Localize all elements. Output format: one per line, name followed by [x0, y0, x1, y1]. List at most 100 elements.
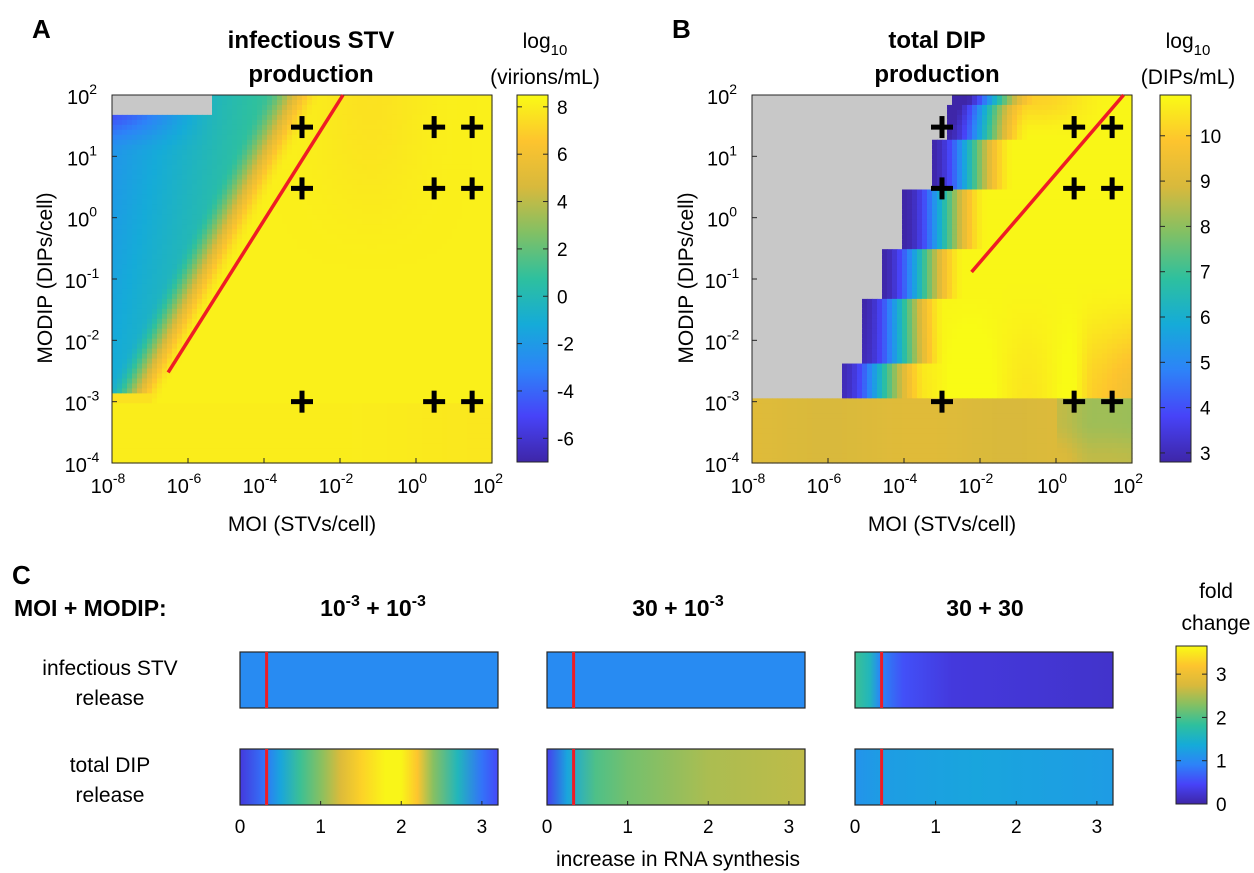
panel-b-y-tick-label: 10-4	[705, 449, 740, 477]
panel-c-x-tick-label: 2	[703, 817, 714, 838]
panel-a-y-tick-label: 100	[67, 204, 97, 232]
panel-a-colorbar-title-line1: log10	[523, 30, 568, 59]
panel-a-heatmap	[111, 94, 493, 464]
panel-a-colorbar-bar	[516, 94, 549, 463]
panel-c-column-header-2: 30 + 10-3	[632, 593, 724, 621]
panel-a-cross-marker-8	[423, 390, 446, 413]
panel-a-cross-marker-3	[461, 116, 484, 139]
panel-c-bar-r1-c3	[854, 651, 1114, 709]
panel-b-cross-marker-1	[931, 116, 953, 139]
panel-a-x-tick-label: 100	[397, 470, 427, 498]
panel-b-cross-marker-3	[1101, 116, 1124, 139]
panel-a-colorbar-tick: 4	[557, 193, 568, 214]
panel-a-x-tick-label: 10-2	[319, 470, 354, 498]
panel-b-colorbar: 10 9 8 7 6 5 4 3	[1159, 94, 1221, 465]
panel-c: C MOI + MODIP: 10-3 + 10-3 30 + 10-3 30 …	[12, 560, 1250, 871]
panel-b-y-tick-label: 100	[707, 204, 737, 232]
panel-a-x-tick-label: 102	[473, 470, 503, 498]
panel-b-xlabel: MOI (STVs/cell)	[868, 513, 1016, 536]
panel-c-label: C	[12, 560, 31, 590]
panel-b-cross-marker-9	[1101, 390, 1124, 413]
panel-a-x-tick-label: 10-8	[91, 470, 126, 498]
panel-a-cross-marker-1	[291, 116, 313, 139]
panel-b-ylabel: MODIP (DIPs/cell)	[675, 192, 698, 363]
panel-a-cross-marker-5	[423, 177, 446, 200]
panel-a: A infectious STV production 10-8 10-6 10-4…	[32, 14, 600, 536]
panel-c-colorbar-tick: 0	[1216, 795, 1227, 816]
panel-a-colorbar-tick: -2	[557, 335, 574, 356]
panel-a-y-tick-label: 10-4	[65, 449, 100, 477]
panel-c-x-tick-label: 3	[784, 817, 795, 838]
panel-c-xlabel: increase in RNA synthesis	[556, 848, 800, 871]
panel-a-colorbar-title-line2: (virions/mL)	[490, 66, 600, 89]
panel-b-title-line1: total DIP	[888, 27, 985, 54]
panel-c-bars: 0 1 2 3 0 1 2 3 0 1 2 3	[235, 651, 1114, 838]
panel-b-heatmap	[751, 93, 1133, 464]
panel-a-cross-marker-6	[461, 177, 484, 200]
panel-a-y-tick-label: 102	[67, 81, 97, 109]
panel-c-x-tick-label: 0	[542, 817, 553, 838]
panel-b-x-tick-label: 10-2	[959, 470, 994, 498]
panel-b-x-tick-label: 10-6	[807, 470, 842, 498]
panel-a-colorbar-tick: -4	[557, 382, 574, 403]
panel-c-colorbar-tick: 1	[1216, 752, 1227, 773]
panel-b-cross-marker-8	[1063, 390, 1086, 413]
panel-b-colorbar-bar	[1159, 94, 1192, 463]
panel-a-y-tick-label: 10-1	[65, 265, 100, 293]
panel-b-x-tick-label: 10-4	[883, 470, 918, 498]
panel-c-x-tick-label: 1	[930, 817, 941, 838]
panel-a-xlabel: MOI (STVs/cell)	[228, 513, 376, 536]
panel-b: B total DIP production 10-8 10-6 10-4 10-2 1…	[672, 14, 1235, 536]
panel-b-colorbar-tick: 7	[1200, 263, 1211, 284]
panel-b-colorbar-tick: 5	[1200, 353, 1211, 374]
panel-b-cells	[752, 95, 1133, 464]
panel-b-y-tick-label: 101	[707, 142, 737, 170]
panel-b-x-tick-label: 10-8	[731, 470, 766, 498]
panel-c-x-tick-label: 3	[1092, 817, 1103, 838]
panel-b-x-ticks: 10-8 10-6 10-4 10-2 100 102	[731, 458, 1143, 498]
panel-a-title-line1: infectious STV	[228, 27, 395, 54]
panel-a-colorbar: 8 6 4 2 0 -2 -4 -6	[516, 94, 574, 463]
panel-a-label: A	[32, 14, 51, 44]
panel-c-x-tick-label: 0	[235, 817, 246, 838]
panel-a-cross-marker-2	[423, 116, 446, 139]
panel-c-bar-r2-c1	[239, 748, 499, 806]
panel-a-colorbar-tick: 8	[557, 98, 568, 119]
panel-b-cross-marker-5	[1063, 177, 1086, 200]
panel-c-row-label-2-line2: release	[76, 784, 145, 807]
panel-b-y-tick-label: 10-1	[705, 265, 740, 293]
panel-c-row-label-1-line1: infectious STV	[42, 657, 177, 680]
panel-b-label: B	[672, 14, 691, 44]
panel-a-cross-marker-7	[291, 390, 313, 413]
panel-c-colorbar-title-line1: fold	[1199, 580, 1233, 603]
panel-a-colorbar-tick: 6	[557, 145, 568, 166]
panel-c-colorbar-tick: 2	[1216, 708, 1227, 729]
panel-a-colorbar-tick: -6	[557, 429, 574, 450]
panel-c-row-label-1-line2: release	[76, 687, 145, 710]
panel-c-column-header-1: 10-3 + 10-3	[320, 593, 426, 621]
panel-c-column-header-3: 30 + 30	[946, 595, 1023, 621]
panel-b-cross-marker-4	[931, 177, 953, 200]
panel-b-y-tick-label: 10-2	[705, 326, 740, 354]
panel-c-bar-r2-c2	[546, 748, 806, 806]
panel-b-x-tick-label: 102	[1113, 470, 1143, 498]
panel-b-cross-marker-6	[1101, 177, 1124, 200]
panel-a-y-tick-label: 101	[67, 142, 97, 170]
panel-b-y-tick-label: 102	[707, 81, 737, 109]
panel-b-colorbar-tick: 3	[1200, 444, 1211, 465]
panel-a-cross-marker-4	[291, 177, 313, 200]
panel-c-colorbar: 3 2 1 0	[1175, 645, 1227, 816]
panel-a-cells	[112, 95, 493, 464]
panel-c-row-header: MOI + MODIP:	[14, 595, 167, 621]
panel-c-colorbar-bar	[1175, 645, 1208, 805]
panel-b-colorbar-tick: 10	[1200, 127, 1221, 148]
panel-b-colorbar-tick: 9	[1200, 172, 1211, 193]
panel-b-colorbar-title-line2: (DIPs/mL)	[1141, 66, 1236, 89]
panel-a-threshold-line	[166, 94, 345, 374]
panel-c-colorbar-tick: 3	[1216, 665, 1227, 686]
panel-a-colorbar-tick: 0	[557, 287, 568, 308]
panel-c-x-tick-label: 1	[622, 817, 633, 838]
panel-b-threshold-line	[970, 93, 1125, 274]
panel-b-y-ticks: 10-4 10-3 10-2 10-1 100 101 102	[705, 81, 757, 477]
panel-a-ylabel: MODIP (DIPs/cell)	[34, 192, 57, 363]
